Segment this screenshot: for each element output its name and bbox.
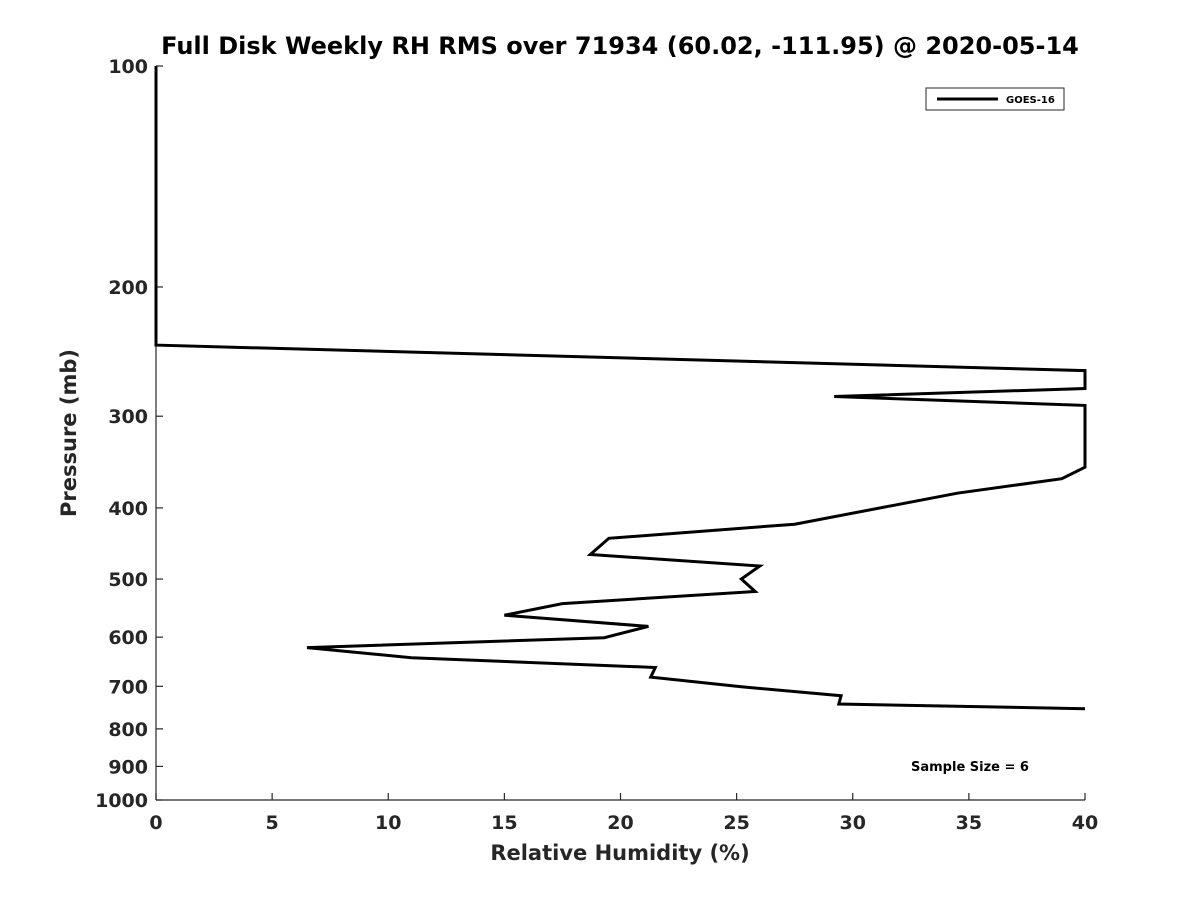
- x-tick-label: 30: [840, 812, 866, 834]
- y-tick-label: 800: [108, 719, 148, 741]
- series-layer: [154, 66, 1087, 711]
- x-tick-label: 20: [607, 812, 633, 834]
- y-tick-label: 200: [108, 277, 148, 299]
- x-tick-label: 5: [266, 812, 279, 834]
- y-axis-ticks: 100 200 300 400 500 600 700 800 900 1000: [95, 56, 163, 812]
- series-line-goes-16: [154, 66, 1087, 711]
- y-tick-label: 100: [108, 56, 148, 78]
- y-tick-label: 600: [108, 627, 148, 649]
- y-tick-label: 700: [108, 676, 148, 698]
- x-axis-ticks: 0 5 10 15 20 25 30 35 40: [149, 793, 1098, 834]
- x-tick-label: 0: [149, 812, 162, 834]
- y-tick-label: 900: [108, 756, 148, 778]
- x-tick-label: 10: [375, 812, 401, 834]
- x-axis-label: Relative Humidity (%): [490, 841, 749, 865]
- x-tick-label: 35: [956, 812, 982, 834]
- y-tick-label: 1000: [95, 790, 148, 812]
- y-tick-label: 500: [108, 569, 148, 591]
- x-tick-label: 40: [1072, 812, 1098, 834]
- chart-title: Full Disk Weekly RH RMS over 71934 (60.0…: [161, 32, 1079, 60]
- x-tick-label: 25: [723, 812, 749, 834]
- legend-label-goes-16: GOES-16: [1006, 95, 1055, 106]
- legend: GOES-16: [925, 87, 1065, 111]
- y-tick-label: 400: [108, 498, 148, 520]
- x-tick-label: 15: [491, 812, 517, 834]
- y-tick-label: 300: [108, 406, 148, 428]
- y-axis-label: Pressure (mb): [57, 349, 81, 517]
- sample-size-annotation: Sample Size = 6: [911, 760, 1029, 775]
- plot-area: [155, 66, 1085, 801]
